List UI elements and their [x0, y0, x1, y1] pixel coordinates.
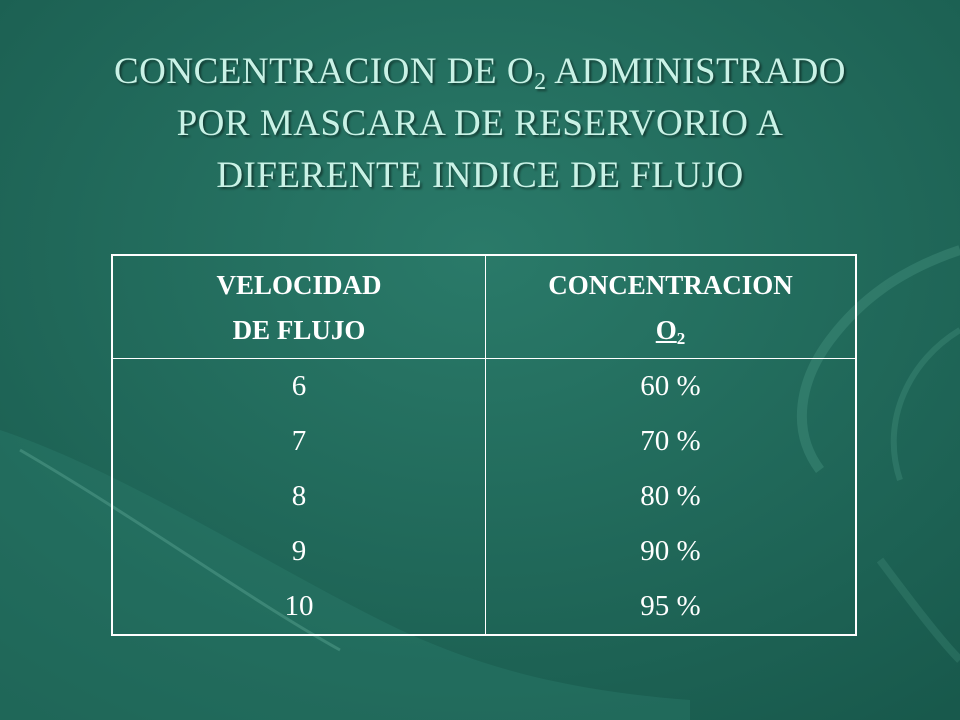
- o2-subscript: 2: [676, 329, 686, 348]
- concentration-value: 95 %: [640, 590, 701, 622]
- flow-values-cell: 6 7 8 9 10: [111, 358, 486, 636]
- page-title: CONCENTRACION DE O2 ADMINISTRADO POR MAS…: [40, 46, 920, 202]
- title-line-1: CONCENTRACION DE O2 ADMINISTRADO: [40, 46, 920, 98]
- flow-value: 8: [291, 480, 307, 512]
- title-line-1-start: CONCENTRACION DE O: [113, 51, 535, 92]
- concentration-value: 70 %: [640, 425, 701, 457]
- column-header-flow-line1: VELOCIDAD: [216, 270, 382, 300]
- column-header-concentration-line2: O2: [486, 308, 855, 353]
- oxygen-concentration-table: VELOCIDAD DE FLUJO CONCENTRACION O2 6 7 …: [111, 254, 857, 636]
- o2-symbol: O: [655, 315, 677, 345]
- concentration-value: 80 %: [640, 480, 701, 512]
- flow-value: 9: [291, 535, 307, 567]
- concentration-value: 90 %: [640, 535, 701, 567]
- title-subscript: 2: [534, 69, 547, 95]
- flow-value: 6: [291, 370, 307, 402]
- table-header-row: VELOCIDAD DE FLUJO CONCENTRACION O2: [111, 254, 857, 359]
- flow-value: 7: [291, 425, 307, 457]
- column-header-flow-line2: DE FLUJO: [232, 315, 366, 345]
- column-header-concentration: CONCENTRACION O2: [485, 254, 857, 359]
- concentration-values-cell: 60 % 70 % 80 % 90 % 95 %: [485, 358, 857, 636]
- concentration-value: 60 %: [640, 370, 701, 402]
- column-header-concentration-line1: CONCENTRACION: [548, 270, 793, 300]
- title-line-2: POR MASCARA DE RESERVORIO A: [176, 103, 784, 144]
- table-body-row: 6 7 8 9 10 60 % 70 % 80 % 90 % 95 %: [111, 358, 857, 636]
- column-header-flow: VELOCIDAD DE FLUJO: [111, 254, 486, 359]
- title-line-1-end: ADMINISTRADO: [546, 51, 847, 92]
- flow-value: 10: [284, 590, 314, 622]
- title-line-3: DIFERENTE INDICE DE FLUJO: [216, 155, 744, 196]
